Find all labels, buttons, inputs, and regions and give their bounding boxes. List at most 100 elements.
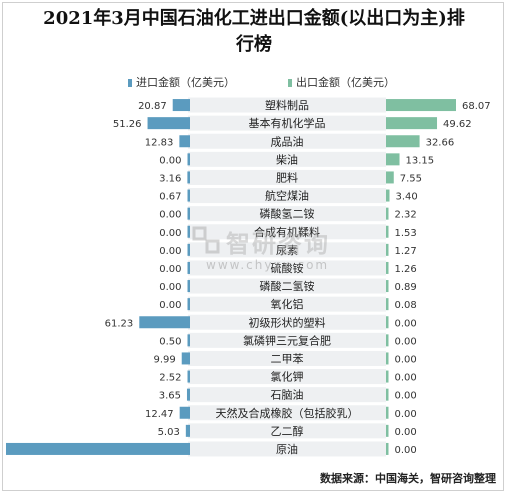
category-band bbox=[188, 350, 386, 366]
import-value-label: 5.03 bbox=[158, 427, 180, 438]
export-bar bbox=[386, 117, 438, 130]
export-bar bbox=[386, 316, 389, 329]
export-value-label: 0.00 bbox=[395, 445, 417, 456]
category-label: 磷酸二氢铵 bbox=[260, 279, 315, 293]
category-label: 石脑油 bbox=[271, 388, 304, 402]
export-bar bbox=[386, 189, 390, 202]
import-value-label: 12.83 bbox=[145, 137, 174, 148]
export-value-label: 0.00 bbox=[395, 427, 417, 438]
legend-export: 出口金额（亿美元） bbox=[288, 74, 395, 90]
import-bar bbox=[181, 352, 190, 365]
export-value-label: 1.53 bbox=[395, 228, 417, 239]
import-value-label: 0.67 bbox=[159, 192, 181, 203]
export-value-label: 0.00 bbox=[395, 318, 417, 329]
import-value-label: 3.16 bbox=[159, 173, 181, 184]
export-bar bbox=[386, 334, 389, 347]
category-label: 氯磷钾三元复合肥 bbox=[243, 333, 331, 347]
export-bar bbox=[386, 280, 389, 293]
export-bar bbox=[386, 298, 389, 311]
export-value-label: 68.07 bbox=[462, 101, 491, 112]
category-band bbox=[188, 441, 386, 457]
category-band bbox=[188, 115, 386, 131]
import-value-label: 2.52 bbox=[159, 373, 181, 384]
export-bar bbox=[386, 135, 420, 148]
export-bar bbox=[386, 261, 389, 274]
category-band bbox=[188, 278, 386, 294]
category-label: 原油 bbox=[276, 442, 298, 456]
category-label: 天然及合成橡胶（包括胶乳） bbox=[216, 406, 359, 420]
legend-export-swatch bbox=[288, 79, 292, 87]
import-bar bbox=[172, 99, 190, 112]
export-bar bbox=[386, 370, 389, 383]
import-bar bbox=[187, 280, 190, 293]
legend-export-label: 出口金额（亿美元） bbox=[296, 76, 395, 89]
export-value-label: 1.26 bbox=[395, 264, 417, 275]
category-band bbox=[188, 133, 386, 149]
source-note: 数据来源：中国海关，智研咨询整理 bbox=[320, 472, 496, 485]
import-value-label: 0.00 bbox=[159, 210, 181, 221]
legend-import-label: 进口金额（亿美元） bbox=[136, 76, 235, 89]
import-value-label: 3.65 bbox=[159, 391, 181, 402]
category-band bbox=[188, 169, 386, 185]
legend-import-swatch bbox=[128, 79, 132, 87]
export-bar bbox=[386, 406, 389, 419]
category-label: 肥料 bbox=[276, 170, 298, 184]
category-label: 初级形状的塑料 bbox=[249, 315, 326, 329]
category-label: 尿素 bbox=[276, 244, 298, 257]
export-bar bbox=[386, 388, 389, 401]
import-value-label: 0.00 bbox=[159, 300, 181, 311]
import-value-label: 0.00 bbox=[159, 246, 181, 257]
import-bar bbox=[187, 189, 190, 202]
import-value-label: 12.47 bbox=[145, 409, 174, 420]
export-bar bbox=[386, 207, 389, 220]
category-label: 二甲苯 bbox=[271, 351, 304, 365]
category-band bbox=[188, 188, 386, 204]
import-bar bbox=[187, 225, 190, 238]
import-value-label: 9.99 bbox=[153, 354, 175, 365]
category-band bbox=[188, 423, 386, 439]
import-value-label: 0.00 bbox=[159, 282, 181, 293]
import-value-label: 0.50 bbox=[159, 336, 181, 347]
import-bar bbox=[187, 261, 190, 274]
export-value-label: 7.55 bbox=[400, 173, 422, 184]
export-value-label: 13.15 bbox=[406, 155, 435, 166]
category-band bbox=[188, 242, 386, 258]
category-band bbox=[188, 296, 386, 312]
export-value-label: 1.27 bbox=[395, 246, 417, 257]
export-value-label: 2.32 bbox=[395, 210, 417, 221]
category-label: 塑料制品 bbox=[265, 98, 309, 112]
category-label: 磷酸氢二铵 bbox=[260, 207, 315, 221]
category-label: 硫酸铵 bbox=[271, 261, 304, 275]
export-value-label: 0.00 bbox=[395, 354, 417, 365]
export-bar bbox=[386, 352, 389, 365]
import-value-label: 20.87 bbox=[138, 101, 167, 112]
import-value-label: 51.26 bbox=[113, 119, 142, 130]
category-label: 基本有机化学品 bbox=[249, 116, 326, 130]
import-bar bbox=[187, 207, 190, 220]
export-bar bbox=[386, 243, 389, 256]
import-bar bbox=[187, 334, 190, 347]
import-bar bbox=[187, 153, 190, 166]
export-bar bbox=[386, 171, 394, 184]
category-label: 氧化铝 bbox=[271, 297, 304, 311]
import-bar bbox=[186, 388, 190, 401]
category-label: 乙二醇 bbox=[271, 424, 304, 438]
export-value-label: 0.00 bbox=[395, 336, 417, 347]
chart-frame bbox=[2, 2, 504, 491]
category-band bbox=[188, 224, 386, 240]
category-label: 成品油 bbox=[271, 134, 304, 148]
import-value-label: 0.00 bbox=[159, 264, 181, 275]
category-label: 合成有机鞣料 bbox=[254, 225, 320, 239]
category-band bbox=[188, 314, 386, 330]
export-bar bbox=[386, 424, 389, 437]
category-band bbox=[188, 260, 386, 276]
category-band bbox=[188, 151, 386, 167]
import-bar bbox=[185, 424, 190, 437]
category-band bbox=[188, 405, 386, 421]
export-value-label: 3.40 bbox=[395, 192, 417, 203]
import-bar bbox=[187, 370, 190, 383]
export-value-label: 32.66 bbox=[426, 137, 455, 148]
category-label: 航空煤油 bbox=[265, 189, 309, 203]
export-value-label: 0.00 bbox=[395, 391, 417, 402]
